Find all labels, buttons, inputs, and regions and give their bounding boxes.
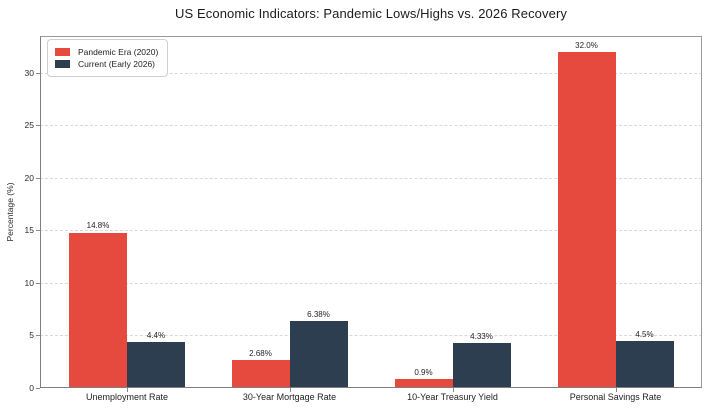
x-category-label: Unemployment Rate — [85, 392, 169, 402]
plot-area — [40, 36, 702, 388]
bar-current — [127, 341, 185, 388]
bar-value-label: 14.8% — [86, 221, 110, 231]
gridline — [40, 72, 702, 74]
y-tick-label: 10 — [24, 277, 34, 288]
x-category-label: 30-Year Mortgage Rate — [242, 392, 337, 402]
y-tick-mark — [36, 388, 40, 389]
gridline — [40, 177, 702, 179]
bar-value-label: 6.38% — [307, 309, 330, 319]
legend-entry: Current (Early 2026) — [55, 59, 158, 69]
y-tick-label: 25 — [24, 120, 34, 131]
gridline — [40, 125, 702, 127]
y-tick-mark — [36, 230, 40, 232]
y-tick-label: 20 — [24, 172, 34, 183]
bar-value-label: 4.33% — [470, 331, 493, 341]
y-tick-label: 5 — [29, 330, 34, 341]
legend: Pandemic Era (2020) Current (Early 2026) — [47, 39, 169, 77]
legend-swatch — [55, 60, 70, 68]
bar-current — [452, 342, 511, 388]
y-axis-title: Percentage (%) — [5, 182, 15, 242]
legend-entry-label: Pandemic Era (2020) — [78, 47, 159, 57]
y-tick-label: 0 — [29, 383, 34, 393]
legend-entry: Pandemic Era (2020) — [55, 47, 158, 57]
y-tick-mark — [36, 125, 40, 127]
gridline — [40, 282, 702, 284]
bar-pandemic — [394, 378, 453, 388]
bar-value-label: 4.5% — [635, 329, 654, 339]
legend-swatch — [55, 48, 70, 56]
gridline — [40, 335, 702, 337]
y-tick-mark — [36, 72, 40, 74]
x-tick-mark — [452, 388, 454, 392]
chart-title: US Economic Indicators: Pandemic Lows/Hi… — [175, 6, 567, 21]
y-tick-label: 15 — [24, 225, 34, 236]
bar-current — [289, 320, 348, 388]
legend-entry-label: Current (Early 2026) — [78, 59, 156, 69]
y-tick-mark — [36, 282, 40, 284]
bar-value-label: 2.68% — [249, 348, 272, 358]
bar-value-label: 0.9% — [414, 367, 433, 377]
gridline — [40, 230, 702, 232]
bar-current — [615, 340, 674, 388]
y-tick-mark — [36, 177, 40, 179]
x-tick-mark — [615, 388, 617, 392]
bar-pandemic — [231, 359, 290, 388]
y-tick-mark — [36, 335, 40, 337]
x-tick-mark — [127, 388, 128, 392]
bar-pandemic — [69, 232, 127, 388]
x-category-label: 10-Year Treasury Yield — [407, 392, 498, 402]
bar-value-label: 32.0% — [575, 40, 598, 50]
bar-value-label: 4.4% — [146, 330, 166, 340]
y-tick-label: 30 — [24, 67, 34, 78]
x-category-label: Personal Savings Rate — [569, 392, 662, 402]
x-tick-mark — [289, 388, 291, 392]
bar-pandemic — [557, 51, 616, 388]
